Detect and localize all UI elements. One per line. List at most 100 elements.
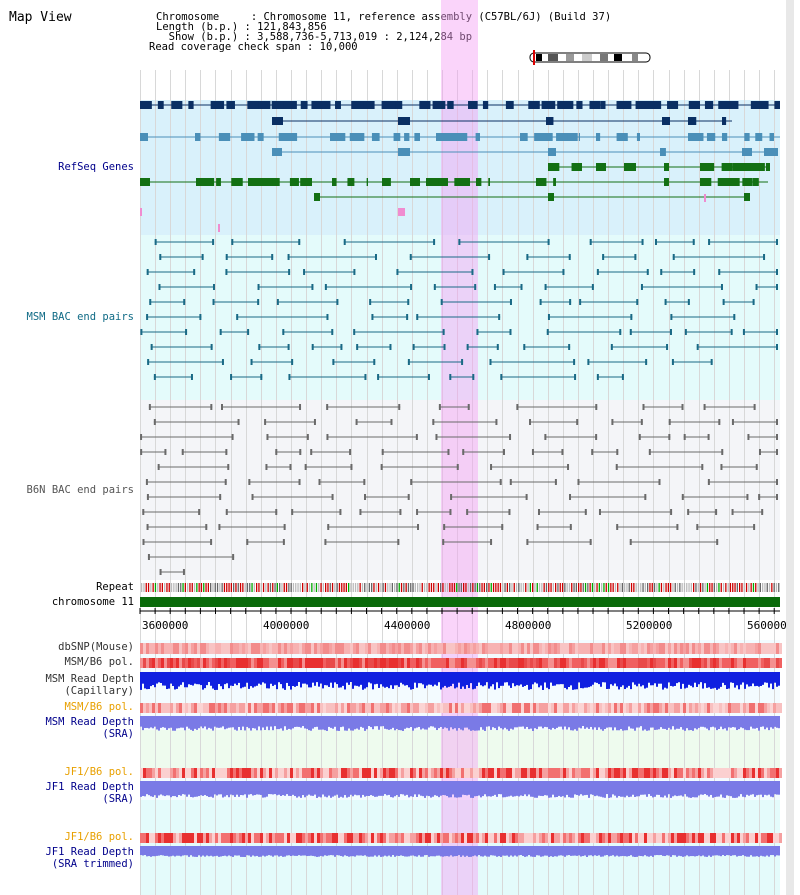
heat-cell [338, 703, 341, 713]
label-msm-bac[interactable]: MSM BAC end pairs [26, 311, 134, 323]
bac-end [720, 284, 723, 290]
depth-bar [242, 781, 244, 796]
depth-bar [598, 781, 600, 797]
repeat-mark [212, 583, 214, 592]
depth-bar [700, 716, 702, 727]
depth-bar [766, 781, 768, 796]
vertical-scrollbar[interactable] [780, 0, 800, 895]
depth-bar [510, 781, 512, 796]
depth-bar [330, 781, 332, 798]
heat-cell [707, 703, 710, 713]
depth-bar [248, 846, 250, 856]
depth-bar [732, 716, 734, 728]
bac-end [731, 419, 734, 425]
heat-cell [719, 643, 722, 654]
heat-cell [491, 643, 494, 654]
label-b6n-bac[interactable]: B6N BAC end pairs [26, 484, 134, 496]
depth-bar [140, 781, 142, 797]
heat-cell [674, 643, 677, 654]
depth-bar [638, 716, 640, 728]
heat-cell [149, 703, 152, 713]
depth-bar [168, 716, 170, 729]
repeat-mark [281, 583, 283, 592]
depth-bar [672, 846, 674, 856]
highlight-region[interactable] [441, 0, 478, 895]
depth-bar [778, 716, 780, 729]
depth-bar [566, 846, 568, 856]
depth-bar [156, 846, 158, 856]
repeat-mark [407, 583, 410, 592]
depth-bar [632, 672, 634, 683]
heat-cell [653, 833, 656, 843]
depth-bar [292, 672, 294, 687]
gene-exon [732, 163, 753, 171]
heat-cell [641, 643, 644, 654]
depth-bar [744, 672, 746, 689]
depth-bar [358, 846, 360, 856]
repeat-mark [456, 583, 458, 592]
gene-exon [258, 101, 271, 109]
gene-exon [636, 133, 640, 141]
grid-line [140, 70, 141, 895]
heat-cell [155, 833, 158, 843]
depth-bar [724, 672, 726, 686]
depth-bar [708, 846, 710, 856]
heat-cell [254, 658, 257, 668]
depth-bar [396, 716, 398, 729]
heat-cell [716, 833, 719, 843]
gene-exon [556, 133, 571, 141]
depth-bar [308, 672, 310, 688]
repeat-mark [233, 583, 235, 592]
gene-exon [546, 133, 553, 141]
depth-bar [584, 672, 586, 688]
heat-cell [767, 703, 770, 713]
bac-end [536, 524, 539, 530]
heat-cell [566, 833, 569, 843]
heat-cell [614, 768, 617, 778]
label-refseq-genes[interactable]: RefSeq Genes [58, 161, 134, 173]
depth-bar [234, 672, 236, 684]
repeat-mark [354, 583, 357, 592]
depth-bar [656, 672, 658, 687]
depth-bar [766, 846, 768, 856]
heat-cell [722, 703, 725, 713]
depth-bar [534, 846, 536, 857]
heat-cell [209, 768, 212, 778]
heat-cell [377, 768, 380, 778]
repeat-mark [536, 583, 538, 592]
depth-bar [720, 672, 722, 687]
gene-exon [688, 133, 704, 141]
heat-cell [278, 658, 281, 668]
depth-bar [382, 672, 384, 687]
heat-cell [227, 833, 230, 843]
heat-cell [242, 703, 245, 713]
depth-bar [406, 716, 408, 728]
depth-bar [230, 716, 232, 728]
gene-exon [347, 178, 355, 186]
heat-cell [263, 703, 266, 713]
depth-bar [674, 716, 676, 730]
depth-bar [266, 781, 268, 797]
depth-bar [760, 781, 762, 795]
bac-end [683, 434, 686, 440]
heat-cell [764, 833, 767, 843]
depth-bar [438, 672, 440, 683]
heat-cell [182, 768, 185, 778]
depth-bar [248, 672, 250, 689]
repeat-mark [543, 583, 545, 592]
scrollbar-track[interactable] [786, 0, 794, 895]
heat-cell [719, 703, 722, 713]
depth-bar [628, 781, 630, 798]
heat-cell [314, 833, 317, 843]
heat-cell [554, 703, 557, 713]
repeat-mark [725, 583, 727, 592]
gene-exon [171, 101, 183, 109]
heat-cell [143, 658, 146, 668]
repeat-mark [497, 583, 499, 592]
gene-exon [482, 101, 489, 109]
heat-cell [689, 658, 692, 668]
repeat-mark [410, 583, 412, 592]
depth-bar [568, 781, 570, 798]
depth-bar [178, 672, 180, 687]
